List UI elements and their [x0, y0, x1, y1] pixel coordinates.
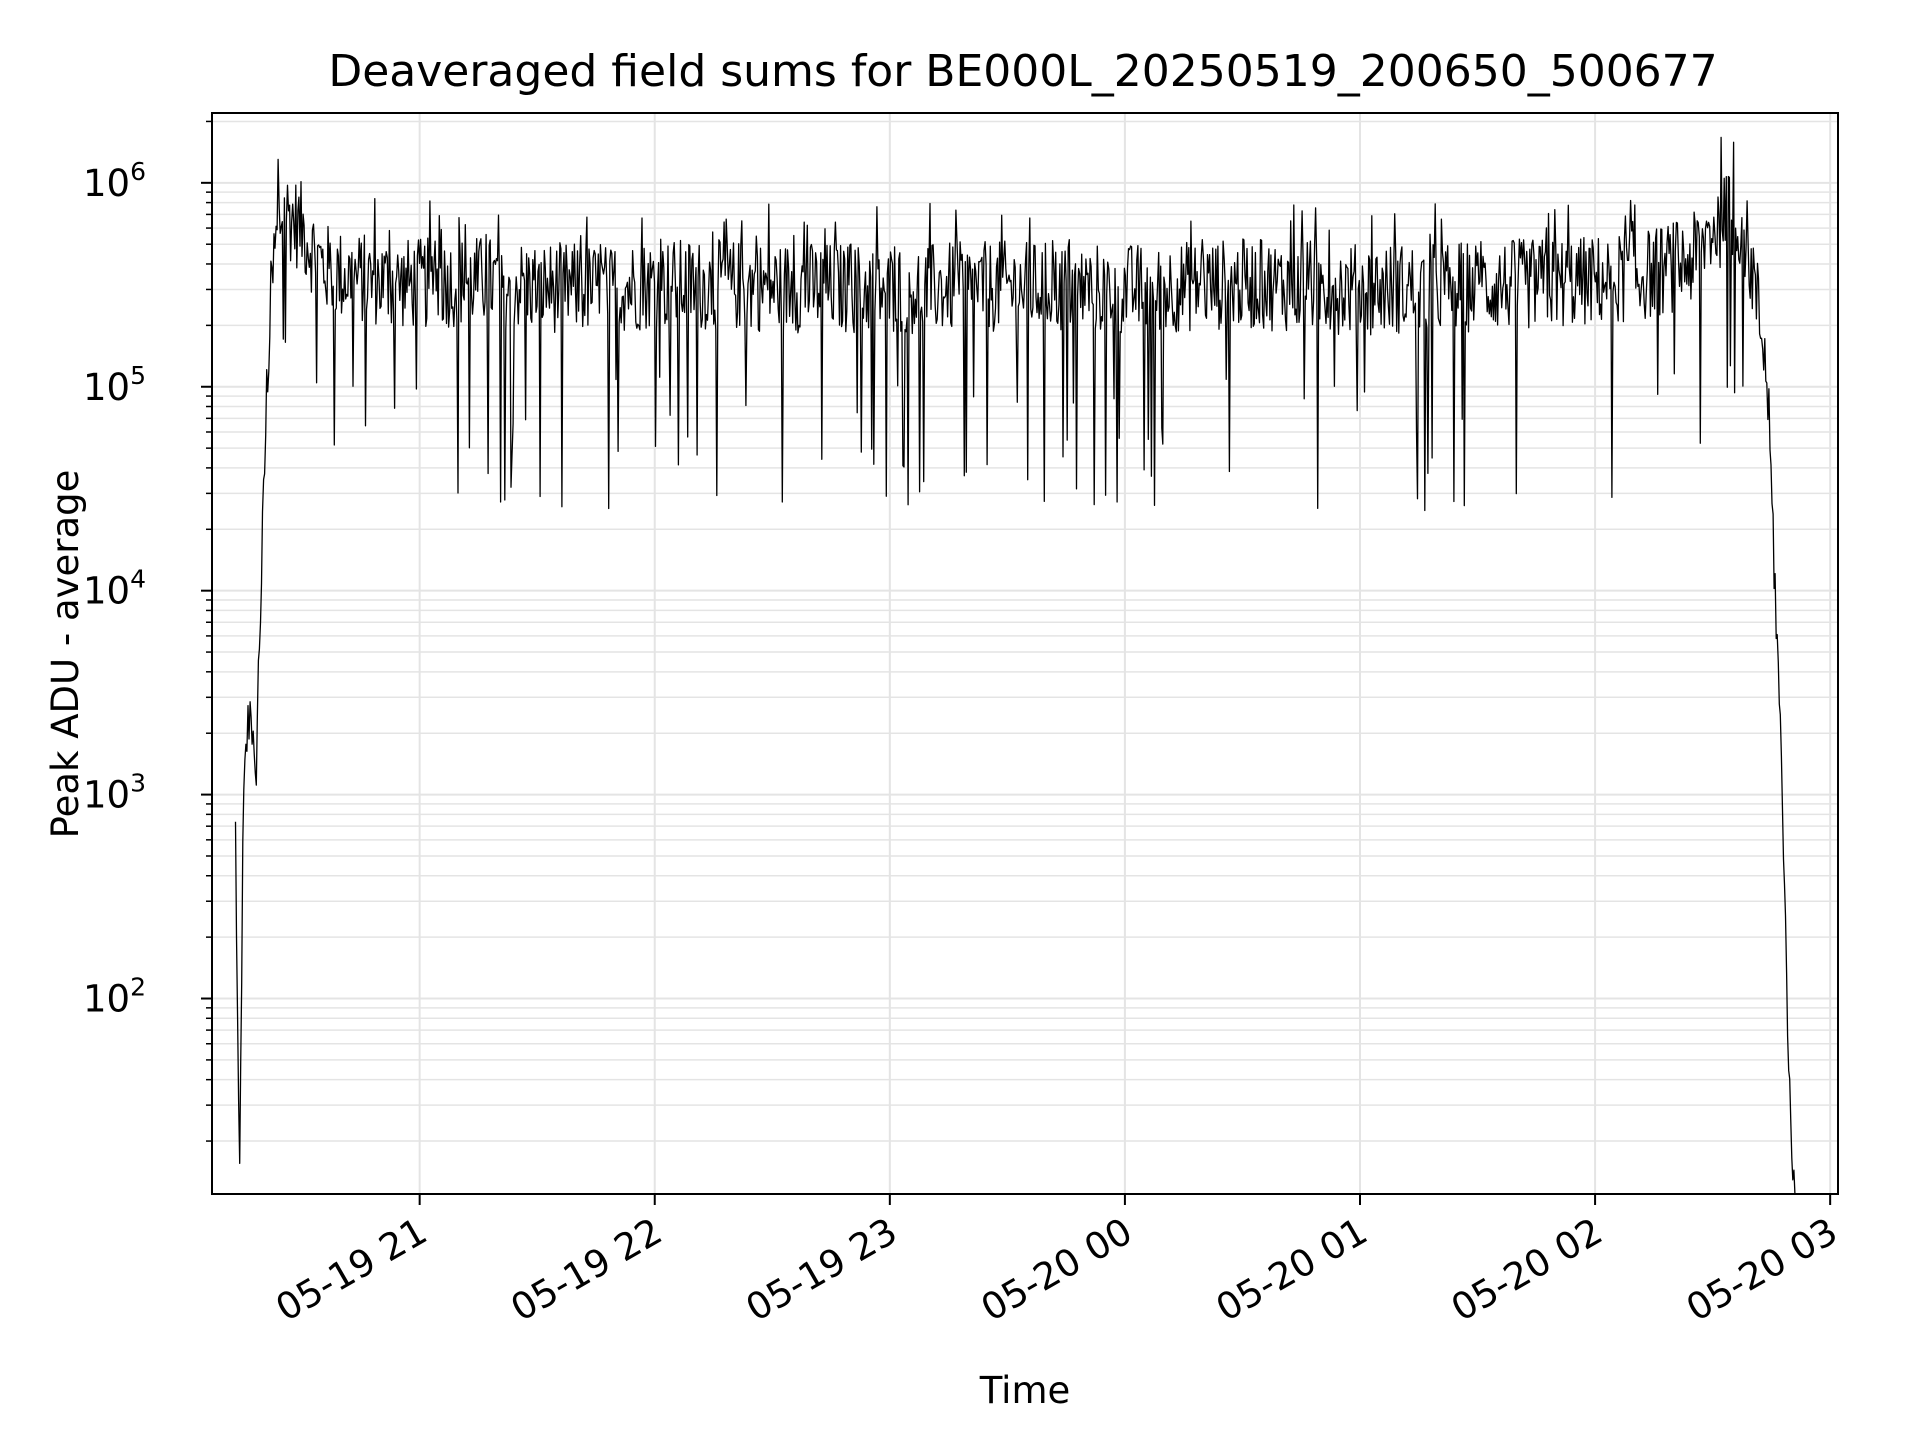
- chart-title: Deaveraged field sums for BE000L_2025051…: [328, 46, 1717, 97]
- x-axis-label: Time: [979, 1369, 1071, 1412]
- series-line: [234, 136, 1796, 1194]
- plot-frame: [211, 112, 1839, 1195]
- y-axis-label: Peak ADU - average: [44, 470, 87, 839]
- grid: [212, 113, 1838, 1194]
- series-layer: [234, 136, 1796, 1194]
- y-tick-label: 104: [83, 565, 146, 613]
